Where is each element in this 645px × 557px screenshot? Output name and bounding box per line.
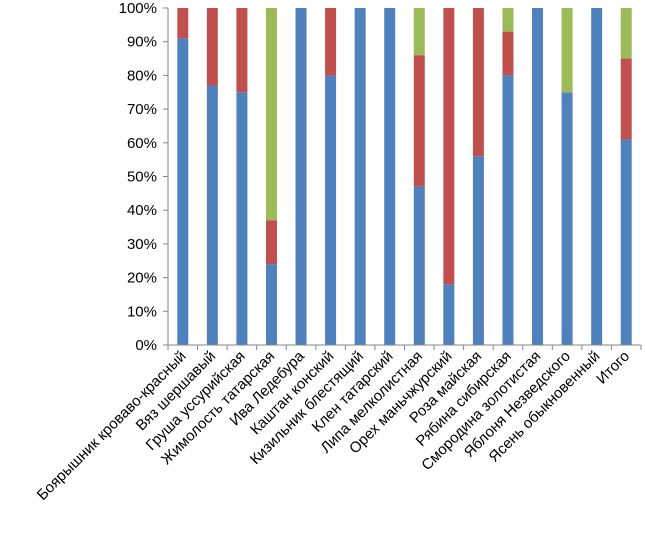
bar-segment-6-series-2 [325, 8, 337, 76]
y-tick-label: 70% [127, 101, 157, 118]
y-tick-label: 90% [127, 34, 157, 51]
bar-segment-12-series-1 [502, 75, 514, 346]
y-tick-label: 40% [127, 202, 157, 219]
y-tick-label: 30% [127, 236, 157, 253]
bar-segment-7-series-1 [354, 8, 366, 345]
bar-segment-11-series-2 [472, 8, 484, 157]
bar-segment-14-series-1 [561, 92, 573, 345]
bar-segment-16-series-2 [620, 58, 632, 140]
bar-segment-9-series-1 [413, 186, 425, 345]
bar-segment-9-series-2 [413, 55, 425, 187]
y-tick-label: 50% [127, 169, 157, 186]
bar-area [177, 8, 632, 346]
bar-segment-12-series-3 [502, 8, 514, 32]
y-tick-label: 100% [119, 0, 157, 17]
y-axis-tick-labels: 0% 10% 20% 30% 40% 50% 60% 70% 80% 90% 100% [119, 0, 157, 354]
bar-segment-3-series-1 [236, 92, 248, 345]
bar-segment-16-series-1 [620, 139, 632, 345]
bar-segment-13-series-1 [532, 8, 544, 345]
bar-segment-11-series-1 [472, 156, 484, 345]
bar-segment-2-series-1 [206, 85, 218, 345]
bar-segment-4-series-1 [265, 264, 277, 345]
y-tick-label: 60% [127, 135, 157, 152]
bar-segment-15-series-1 [591, 8, 603, 345]
bar-segment-2-series-2 [206, 8, 218, 86]
bar-segment-1-series-2 [177, 8, 189, 39]
bar-segment-4-series-2 [265, 220, 277, 265]
bar-segment-1-series-1 [177, 38, 189, 345]
x-category-label: Итого [593, 348, 633, 388]
bar-segment-14-series-3 [561, 8, 573, 93]
bar-segment-5-series-1 [295, 8, 307, 345]
bar-segment-12-series-2 [502, 31, 514, 76]
bar-segment-16-series-3 [620, 8, 632, 59]
y-tick-label: 10% [127, 303, 157, 320]
bar-segment-4-series-3 [265, 8, 277, 221]
y-tick-label: 0% [135, 337, 157, 354]
bar-segment-6-series-1 [325, 75, 337, 346]
y-tick-label: 20% [127, 270, 157, 287]
bar-segment-10-series-2 [443, 8, 455, 285]
y-tick-label: 80% [127, 67, 157, 84]
bar-segment-8-series-1 [384, 8, 396, 345]
axes [163, 7, 642, 350]
bar-segment-10-series-1 [443, 284, 455, 345]
bar-segment-3-series-2 [236, 8, 248, 93]
bar-segment-9-series-3 [413, 8, 425, 56]
